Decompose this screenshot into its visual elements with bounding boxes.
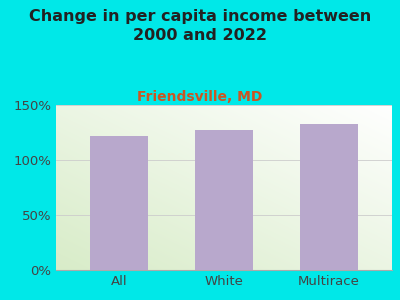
Bar xyxy=(195,130,253,270)
Text: Friendsville, MD: Friendsville, MD xyxy=(137,90,263,104)
Bar xyxy=(90,136,148,270)
Text: Change in per capita income between
2000 and 2022: Change in per capita income between 2000… xyxy=(29,9,371,43)
Bar xyxy=(300,124,358,270)
